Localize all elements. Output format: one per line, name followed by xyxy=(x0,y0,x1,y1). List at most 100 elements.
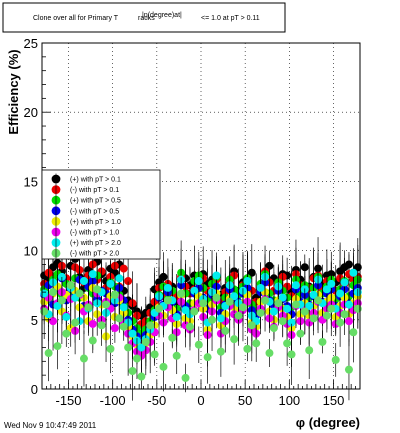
data-point xyxy=(79,277,88,286)
data-point xyxy=(62,313,71,322)
legend-label: (+) with pT > 1.0 xyxy=(70,219,121,226)
data-point xyxy=(252,339,261,348)
x-tick-label: -100 xyxy=(100,393,126,408)
x-tick-labels: -150 -100 -50 0 50 100 150 xyxy=(55,393,344,408)
data-point xyxy=(163,296,172,305)
data-point xyxy=(172,313,181,322)
title-suffix: <= 1.0 at pT > 0.11 xyxy=(201,15,260,22)
data-point xyxy=(190,307,199,316)
data-points xyxy=(40,229,362,401)
data-point xyxy=(150,350,159,359)
data-point xyxy=(296,329,305,338)
data-point xyxy=(53,342,62,351)
data-point xyxy=(93,285,102,294)
y-tick-label: 20 xyxy=(24,105,38,120)
data-point xyxy=(291,281,300,290)
data-point xyxy=(168,333,177,342)
data-point xyxy=(212,293,221,302)
data-point xyxy=(269,307,278,316)
data-point xyxy=(119,264,128,273)
data-point xyxy=(291,300,300,309)
title-overlap: racks xyxy=(138,15,155,22)
data-point xyxy=(300,307,309,316)
data-point xyxy=(344,365,353,374)
data-point xyxy=(128,367,137,376)
data-point xyxy=(185,322,194,331)
legend-label: (-) with pT > 0.1 xyxy=(70,187,119,194)
data-point xyxy=(216,314,225,323)
data-point xyxy=(327,304,336,313)
data-point xyxy=(349,328,358,337)
legend-label: (-) with pT > 1.0 xyxy=(70,230,119,237)
axis-ticks xyxy=(42,42,356,390)
data-point xyxy=(243,344,252,353)
data-point xyxy=(119,303,128,312)
legend-box xyxy=(41,169,161,260)
data-point xyxy=(344,300,353,309)
data-point xyxy=(340,278,349,287)
data-point xyxy=(274,299,283,308)
data-point xyxy=(44,349,53,358)
data-point xyxy=(230,335,239,344)
data-point xyxy=(49,288,58,297)
data-point xyxy=(305,346,314,355)
data-point xyxy=(71,318,80,327)
data-point xyxy=(199,299,208,308)
y-tick-label: 0 xyxy=(31,382,38,397)
data-point xyxy=(283,339,292,348)
title-box: Clone over all for Primary T racks |η(de… xyxy=(2,2,286,33)
x-tick-label: 150 xyxy=(323,393,345,408)
data-point xyxy=(247,321,256,330)
data-point xyxy=(172,351,181,360)
data-point xyxy=(212,271,221,280)
data-point xyxy=(203,353,212,362)
data-point xyxy=(137,343,146,352)
y-axis-title: Efficiency (%) xyxy=(6,49,21,134)
data-point xyxy=(146,321,155,330)
data-point xyxy=(225,297,234,306)
data-point xyxy=(106,344,115,353)
data-point xyxy=(40,289,49,298)
data-point xyxy=(327,279,336,288)
data-point xyxy=(336,318,345,327)
data-point xyxy=(309,290,318,299)
data-point xyxy=(79,354,88,363)
data-point xyxy=(322,285,331,294)
data-point xyxy=(66,281,75,290)
legend: (+) with pT > 0.1 (-) with pT > 0.1 (+) wi… xyxy=(41,169,161,260)
data-point xyxy=(353,304,362,313)
data-point xyxy=(278,293,287,302)
y-tick-label: 25 xyxy=(24,36,38,51)
data-point xyxy=(132,354,141,363)
data-point xyxy=(102,300,111,309)
data-point xyxy=(331,355,340,364)
data-point xyxy=(110,290,119,299)
x-tick-label: 100 xyxy=(278,393,300,408)
data-point xyxy=(84,303,93,312)
data-point xyxy=(336,289,345,298)
legend-label: (+) with pT > 0.1 xyxy=(70,177,121,184)
data-point xyxy=(62,329,71,338)
data-point xyxy=(155,304,164,313)
legend-label: (+) with pT > 0.5 xyxy=(70,198,121,205)
data-point xyxy=(110,324,119,333)
y-tick-labels: 0 5 10 15 20 25 xyxy=(24,36,38,397)
data-point xyxy=(238,303,247,312)
data-point xyxy=(243,277,252,286)
data-point xyxy=(314,296,323,305)
data-point xyxy=(57,272,66,281)
data-point xyxy=(115,274,124,283)
data-point xyxy=(256,308,265,317)
x-tick-label: -50 xyxy=(147,393,166,408)
data-point xyxy=(216,347,225,356)
data-point xyxy=(283,304,292,313)
data-point xyxy=(287,350,296,359)
data-point xyxy=(340,310,349,319)
data-point xyxy=(287,318,296,327)
data-point xyxy=(234,311,243,320)
x-tick-label: 50 xyxy=(238,393,252,408)
data-point xyxy=(88,336,97,345)
data-point xyxy=(53,301,62,310)
y-tick-label: 10 xyxy=(24,244,38,259)
